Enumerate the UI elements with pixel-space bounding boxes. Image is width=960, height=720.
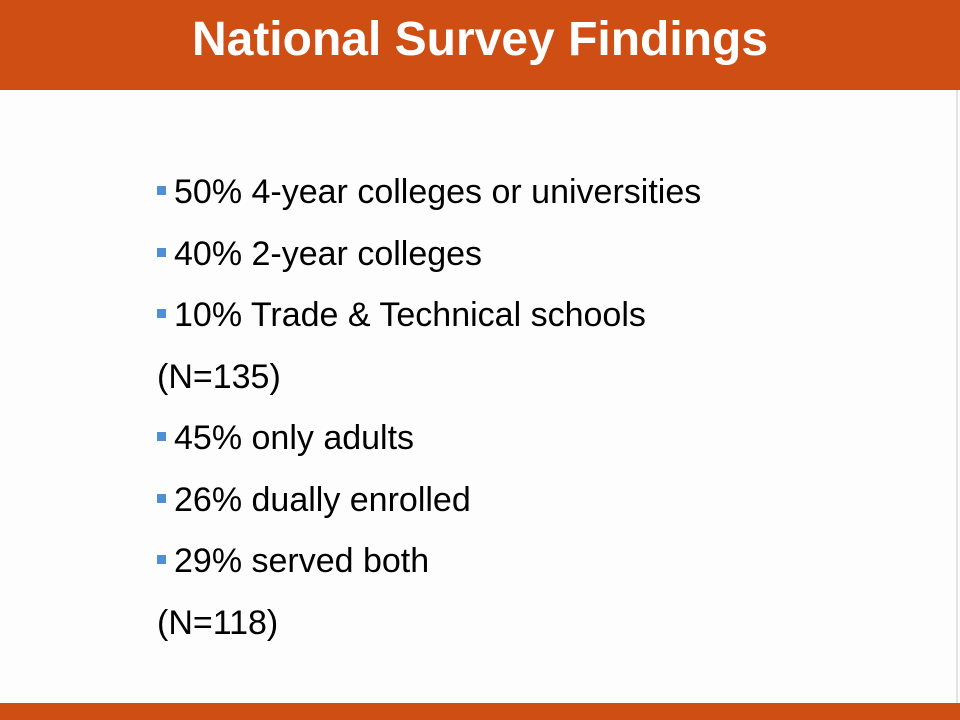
sample-size-note: (N=135)	[157, 357, 281, 396]
edge-line	[956, 90, 958, 703]
list-item: 50% 4-year colleges or universities	[157, 162, 701, 224]
list-item: 26% dually enrolled	[157, 470, 701, 532]
bullet-list: 50% 4-year colleges or universities 40% 2…	[157, 162, 701, 654]
list-item: 40% 2-year colleges	[157, 224, 701, 286]
footer-bar	[0, 703, 960, 720]
header-bar	[0, 0, 960, 90]
slide-title: National Survey Findings	[191, 13, 769, 66]
list-item: 29% served both	[157, 531, 701, 593]
list-item: 10% Trade & Technical schools	[157, 285, 701, 347]
sample-size-note: (N=118)	[157, 603, 279, 642]
list-item: 45% only adults	[157, 408, 701, 470]
